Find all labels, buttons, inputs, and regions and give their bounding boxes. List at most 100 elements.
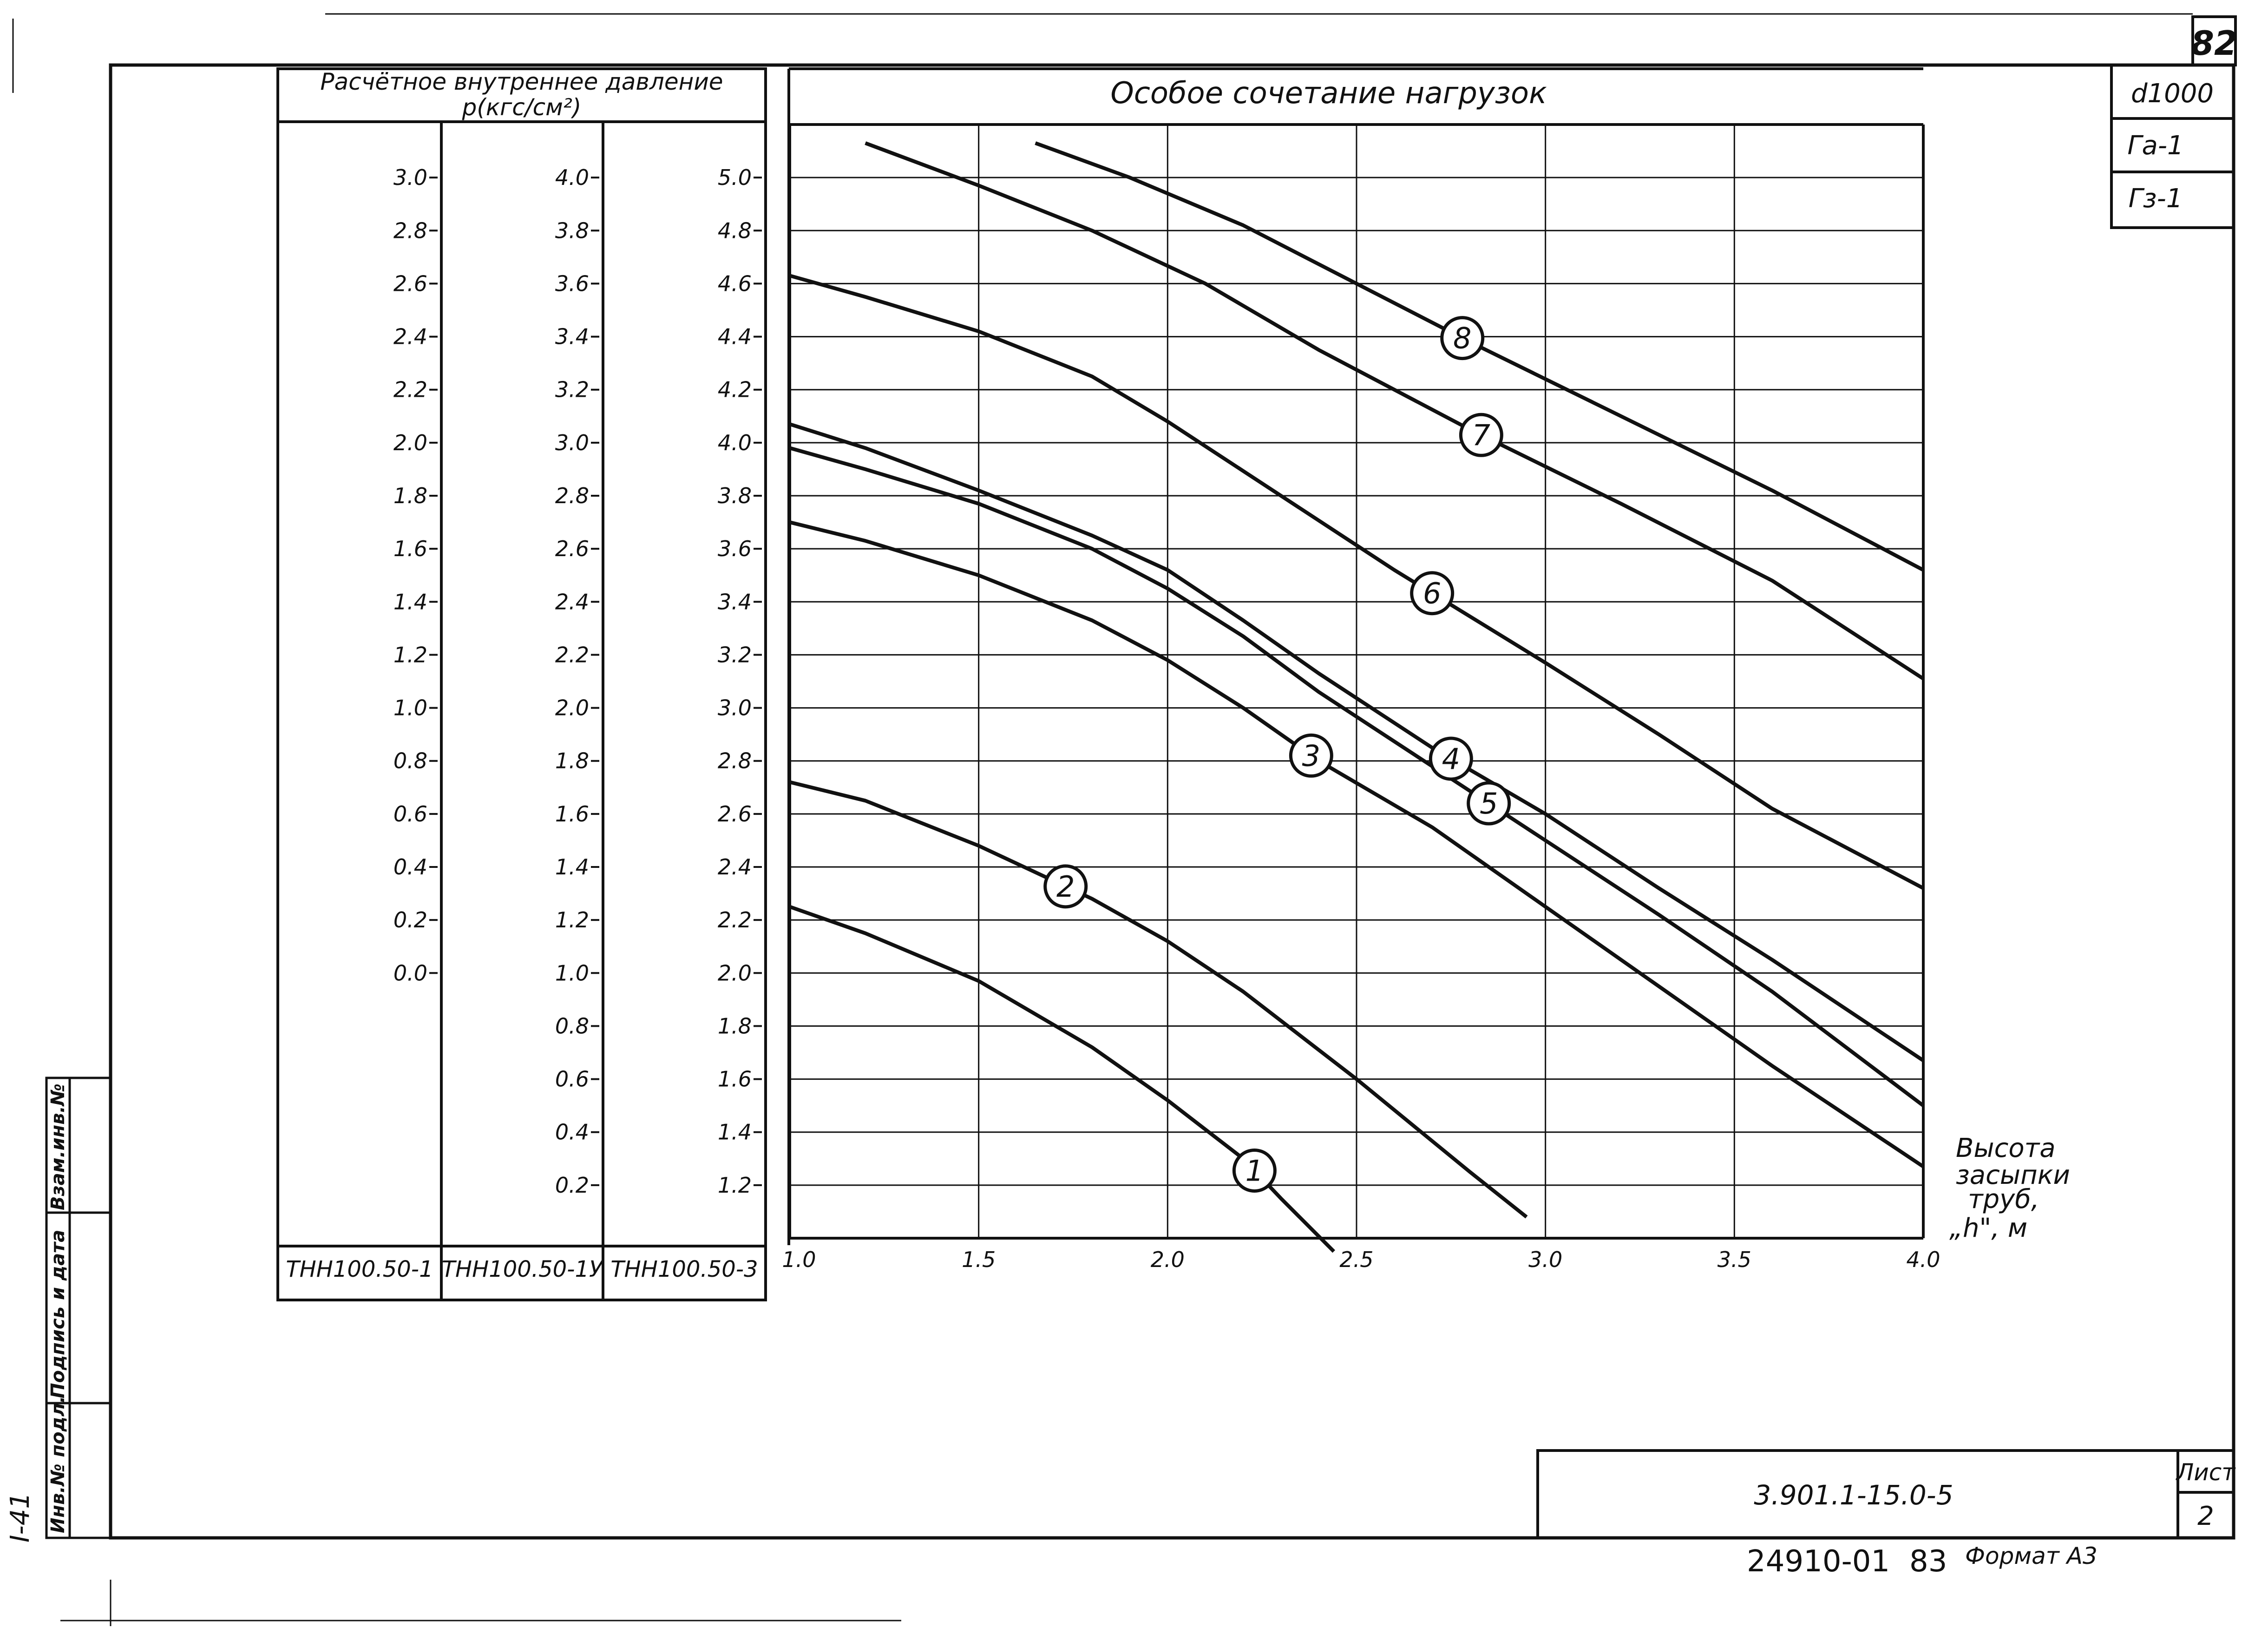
pressure-tick-label: 3.2 <box>718 642 752 667</box>
pressure-tick-label: 3.8 <box>718 483 752 508</box>
pressure-tick-label: 2.0 <box>718 960 752 985</box>
pressure-header-line2: p(кгс/см²) <box>462 94 582 121</box>
plot-grid <box>788 125 1925 1240</box>
stamp-ga: Га-1 <box>2127 131 2183 161</box>
sheet-number-box: 82 <box>2191 15 2237 66</box>
pressure-tick-label: 3.0 <box>393 165 427 190</box>
pressure-tick-label: 1.4 <box>555 854 589 880</box>
series-line-2 <box>789 780 1528 1219</box>
pressure-tick-label: 2.4 <box>393 324 427 349</box>
chart-title: Особое сочетание нагрузок <box>1110 76 1547 111</box>
series-line-6 <box>789 274 1924 890</box>
pressure-tick-label: 4.2 <box>718 377 752 402</box>
column-name-2: ТНН100.50-1У <box>442 1256 604 1282</box>
series-line-1 <box>789 905 1336 1253</box>
series-label-4: 4 <box>1429 736 1473 781</box>
x-tick-label: 1.5 <box>962 1247 996 1272</box>
plot-series <box>789 141 1925 1253</box>
axis-note-line2: засыпки <box>1956 1160 2070 1190</box>
side-stamp-signature: Подпись и дата <box>47 1230 69 1398</box>
pressure-tick-label: 1.6 <box>718 1067 752 1092</box>
side-stamp <box>45 1077 112 1539</box>
series-label-circle <box>1467 781 1511 826</box>
series-label-text: 7 <box>1472 418 1490 452</box>
pressure-tick-label: 2.4 <box>555 589 589 614</box>
pressure-tick-label: 1.2 <box>393 642 427 667</box>
pressure-table-frame <box>276 67 767 1301</box>
pressure-tick-columns: 3.0 2.8 2.6 2.4 2.2 2.0 1.8 1.6 1.4 1.2 1.0 0.8 0.6 0… <box>393 165 762 1198</box>
pressure-tick-label: 0.4 <box>555 1120 589 1145</box>
stamp-block: d1000 Га-1 Гз-1 <box>2110 64 2235 229</box>
column-name-3: ТНН100.50-3 <box>610 1256 758 1282</box>
pressure-tick-label: 1.6 <box>393 536 427 561</box>
pressure-table <box>276 67 767 1301</box>
stamp-diameter: d1000 <box>2131 79 2214 109</box>
series-label-1: 1 <box>1232 1148 1277 1193</box>
side-stamp-frame <box>45 1077 112 1539</box>
pressure-tick-label: 4.4 <box>718 324 752 349</box>
axis-note-line3: труб, <box>1968 1184 2039 1214</box>
pressure-tick-label: 0.4 <box>393 854 427 880</box>
pressure-tick-label: 1.4 <box>393 589 427 614</box>
series-label-5: 5 <box>1467 781 1511 826</box>
pressure-tick-label: 3.0 <box>718 696 752 721</box>
x-tick-label: 4.0 <box>1906 1247 1940 1272</box>
pressure-tick-label: 1.8 <box>393 483 427 508</box>
series-label-text: 6 <box>1423 577 1441 610</box>
footer-code: 24910-01 <box>1747 1544 1890 1579</box>
pressure-tick-label: 2.8 <box>555 483 589 508</box>
x-axis-ticks: 1.0 1.5 2.0 2.5 3.0 3.5 4.0 <box>782 1247 1940 1272</box>
pressure-tick-label: 3.4 <box>555 324 589 349</box>
x-tick-label: 1.0 <box>782 1247 816 1272</box>
pressure-tick-label: 2.8 <box>393 218 427 243</box>
pressure-tick-label: 0.2 <box>555 1173 589 1198</box>
side-stamp-replacement: Взам.инв.№ <box>47 1083 69 1210</box>
series-label-circle <box>1043 864 1088 909</box>
series-line-8 <box>1035 141 1924 572</box>
pressure-tick-label: 4.6 <box>718 271 752 296</box>
outer-frame <box>109 63 2235 1540</box>
series-line-5 <box>789 446 1925 1107</box>
pressure-tick-label: 0.8 <box>393 748 427 774</box>
pressure-tick-label: 2.4 <box>718 854 752 880</box>
pressure-tick-label: 0.6 <box>555 1067 589 1092</box>
sheet-label: Лист <box>2176 1459 2236 1486</box>
stamp-frame <box>2110 64 2235 229</box>
footer-number: 83 <box>1909 1544 1947 1579</box>
pressure-tick-label: 2.0 <box>393 430 427 455</box>
series-label-3: 3 <box>1289 733 1333 778</box>
pressure-tick-label: 2.2 <box>718 907 752 932</box>
series-label-6: 6 <box>1410 571 1455 616</box>
series-label-8: 8 <box>1440 316 1485 361</box>
side-code: I-41 <box>5 1492 35 1543</box>
x-tick-label: 2.0 <box>1151 1247 1185 1272</box>
series-label-text: 2 <box>1056 870 1075 904</box>
pressure-tick-label: 3.2 <box>555 377 589 402</box>
pressure-tick-label: 5.0 <box>718 165 752 190</box>
pressure-tick-label: 1.6 <box>555 801 589 827</box>
series-label-circle <box>1410 571 1455 616</box>
series-label-text: 8 <box>1453 322 1471 355</box>
series-label-text: 3 <box>1302 739 1320 773</box>
sheet-value: 2 <box>2197 1501 2214 1531</box>
series-line-7 <box>865 141 1925 681</box>
pressure-tick-label: 2.0 <box>555 696 589 721</box>
pressure-tick-label: 1.8 <box>718 1013 752 1038</box>
pressure-tick-label: 2.6 <box>555 536 589 561</box>
series-label-circle <box>1459 413 1503 457</box>
x-tick-label: 2.5 <box>1339 1247 1373 1272</box>
column-name-1: ТНН100.50-1 <box>286 1256 433 1282</box>
pressure-tick-label: 1.0 <box>393 696 427 721</box>
series-line-3 <box>789 520 1925 1168</box>
pressure-tick-label: 3.4 <box>718 589 752 614</box>
axis-note-line1: Высота <box>1956 1133 2056 1163</box>
title-block-frame <box>1536 1449 2235 1539</box>
pressure-tick-label: 4.8 <box>718 218 752 243</box>
pressure-tick-label: 0.0 <box>393 960 427 985</box>
pressure-tick-label: 4.0 <box>718 430 752 455</box>
series-label-circle <box>1429 736 1473 781</box>
sheet-frame <box>12 13 2235 1626</box>
series-label-text: 4 <box>1442 742 1460 776</box>
pressure-tick-label: 3.8 <box>555 218 589 243</box>
